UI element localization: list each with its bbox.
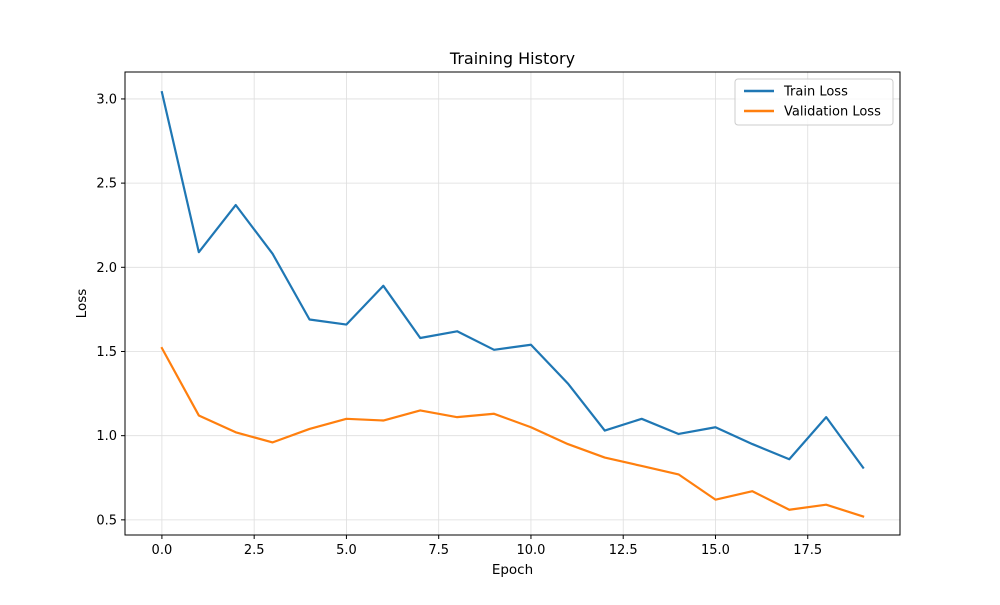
- x-tick-label: 7.5: [428, 543, 449, 558]
- x-axis-label: Epoch: [492, 562, 533, 578]
- x-tick-label: 0.0: [152, 543, 173, 558]
- y-tick-label: 3.0: [96, 92, 117, 107]
- x-tick-label: 5.0: [336, 543, 357, 558]
- y-tick-label: 2.5: [96, 177, 117, 192]
- x-tick-label: 2.5: [244, 543, 265, 558]
- plot-frame: [125, 72, 900, 535]
- axis-ticks: 0.0 2.5 5.0 7.5 10.0 12.5 15.0 17.5 0.5 1.0 1.5 2.0…: [96, 92, 822, 558]
- series-line-train-loss: [162, 92, 863, 467]
- legend: Train Loss Validation Loss: [735, 79, 893, 125]
- y-axis-label: Loss: [74, 289, 90, 319]
- series-line-validation-loss: [162, 348, 863, 516]
- y-tick-label: 0.5: [96, 513, 117, 528]
- x-tick-label: 15.0: [701, 543, 730, 558]
- legend-label-validation-loss: Validation Loss: [784, 105, 881, 120]
- chart-title: Training History: [449, 49, 575, 68]
- legend-label-train-loss: Train Loss: [783, 85, 848, 100]
- series-lines: [162, 92, 863, 516]
- x-tick-label: 17.5: [793, 543, 822, 558]
- grid: [125, 72, 900, 535]
- y-tick-label: 1.5: [96, 345, 117, 360]
- x-tick-label: 10.0: [516, 543, 545, 558]
- x-tick-label: 12.5: [609, 543, 638, 558]
- y-tick-label: 1.0: [96, 429, 117, 444]
- y-tick-label: 2.0: [96, 261, 117, 276]
